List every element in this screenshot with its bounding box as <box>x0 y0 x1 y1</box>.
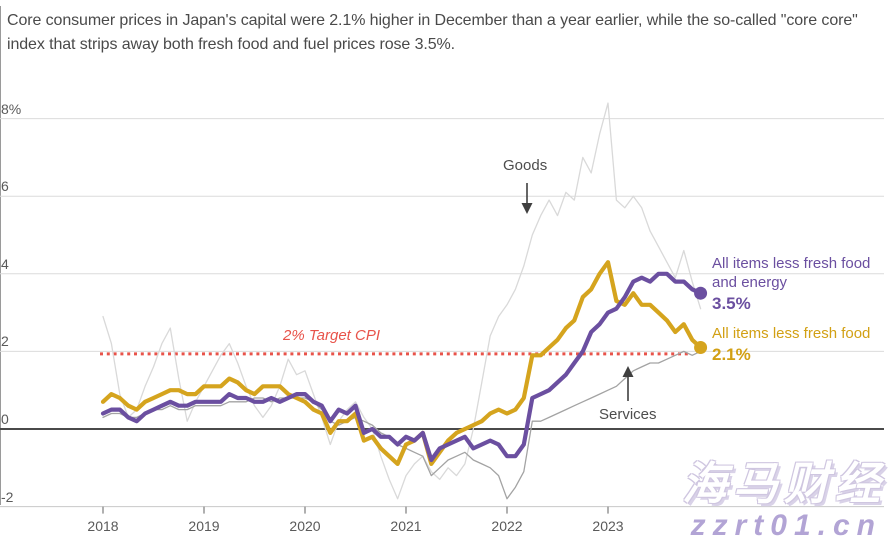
series-line-all-items-less-fresh-food-and-energy <box>100 271 703 463</box>
x-axis-label: 2022 <box>491 518 523 534</box>
x-axis-label: 2021 <box>390 518 422 534</box>
y-axis-label: 8% <box>1 100 22 117</box>
legend-core-core-value: 3.5% <box>712 294 751 313</box>
x-axis-label: 2020 <box>289 518 321 534</box>
legend-core-label: All items less fresh food <box>712 325 871 342</box>
series-end-dot-all-items-less-fresh-food <box>694 341 708 355</box>
legend-core-value: 2.1% <box>712 345 751 364</box>
watermark-cjk-text: 海马财经 <box>681 458 886 509</box>
y-axis-label: 0 <box>1 411 9 427</box>
legend-core: All items less fresh food 2.1% <box>712 324 888 364</box>
chart-headline: Core consumer prices in Japan's capital … <box>7 12 858 53</box>
series-line-all-items-less-fresh-food <box>100 260 703 466</box>
legend-core-core: All items less fresh food and energy 3.5… <box>712 254 888 313</box>
legend-core-core-label: All items less fresh food and energy <box>712 255 871 291</box>
watermark-url-text: zzrt01.cn <box>690 509 882 542</box>
target-cpi-label: 2% Target CPI <box>283 327 380 344</box>
series-end-dot-all-items-less-fresh-food-and-energy <box>694 286 708 300</box>
series-line-services <box>102 350 702 500</box>
goods-arrow-head <box>521 203 533 214</box>
services-annotation-label: Services <box>599 406 657 423</box>
x-axis-label: 2018 <box>87 518 119 534</box>
y-axis-label: 6 <box>1 178 9 195</box>
y-axis-label: 2 <box>1 333 9 350</box>
y-axis-label: -2 <box>1 488 14 505</box>
goods-annotation-label: Goods <box>503 157 548 174</box>
x-axis-label: 2019 <box>188 518 220 534</box>
services-arrow-head <box>622 366 634 377</box>
x-axis-label: 2023 <box>592 518 624 534</box>
y-axis-label: 4 <box>1 255 9 272</box>
